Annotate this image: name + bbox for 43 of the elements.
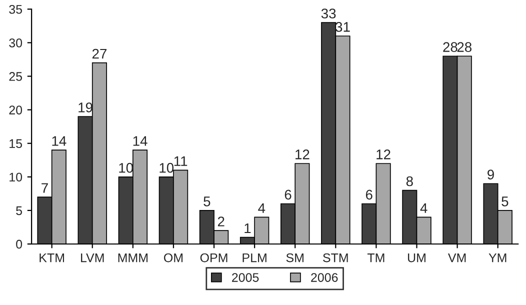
data-label: 4 bbox=[420, 203, 428, 213]
data-label: 1 bbox=[244, 223, 251, 234]
data-label: 14 bbox=[52, 136, 66, 146]
y-tick-label: 15 bbox=[10, 139, 22, 148]
y-tick-label: 35 bbox=[9, 4, 22, 14]
data-label: 6 bbox=[284, 190, 292, 200]
y-tick-label: 5 bbox=[16, 206, 22, 216]
data-label: 2 bbox=[218, 216, 224, 226]
data-label: 10 bbox=[160, 162, 174, 173]
y-tick-label: 20 bbox=[9, 106, 22, 114]
x-tick-label: TM bbox=[367, 253, 384, 262]
data-label: 11 bbox=[174, 156, 188, 166]
x-tick-label: YM bbox=[488, 253, 506, 262]
data-label: 14 bbox=[133, 136, 148, 146]
data-label: 6 bbox=[366, 190, 372, 200]
y-tick-label: 30 bbox=[9, 38, 22, 48]
legend-label: 2005 bbox=[232, 273, 259, 282]
x-tick-label: PLM bbox=[242, 253, 266, 262]
data-label: 5 bbox=[502, 196, 508, 206]
data-label: 8 bbox=[406, 176, 413, 186]
x-tick-label: MMM bbox=[118, 253, 148, 262]
data-label: 7 bbox=[42, 183, 48, 193]
x-tick-label: STM bbox=[323, 253, 348, 262]
x-tick-label: SM bbox=[286, 253, 304, 262]
x-tick-label: LVM bbox=[81, 253, 104, 262]
data-label: 12 bbox=[376, 150, 390, 160]
x-tick-label: UM bbox=[408, 253, 426, 262]
data-label: 5 bbox=[204, 196, 210, 206]
x-tick-label: KTM bbox=[40, 253, 64, 262]
data-label: 28 bbox=[457, 42, 472, 52]
x-tick-label: OM bbox=[164, 253, 183, 262]
x-tick-label: OPM bbox=[200, 253, 228, 262]
legend-label: 2006 bbox=[311, 273, 338, 282]
data-label: 4 bbox=[258, 203, 266, 213]
x-tick-label: VM bbox=[448, 253, 466, 262]
y-tick-label: 25 bbox=[9, 72, 22, 81]
y-tick-label: 0 bbox=[16, 240, 22, 249]
y-tick-label: 10 bbox=[10, 172, 22, 182]
data-label: 9 bbox=[488, 170, 494, 180]
data-label: 33 bbox=[321, 8, 336, 18]
data-label: 28 bbox=[443, 42, 458, 52]
data-label: 12 bbox=[296, 150, 310, 160]
data-label: 27 bbox=[92, 48, 106, 59]
